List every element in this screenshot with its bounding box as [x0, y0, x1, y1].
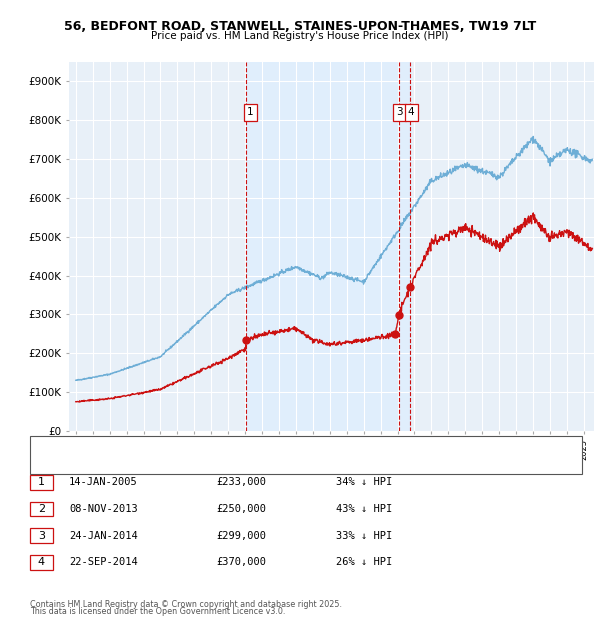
- Text: £370,000: £370,000: [216, 557, 266, 567]
- Text: ——: ——: [42, 458, 67, 471]
- Text: 34% ↓ HPI: 34% ↓ HPI: [336, 477, 392, 487]
- Text: 08-NOV-2013: 08-NOV-2013: [69, 504, 138, 514]
- Text: 1: 1: [247, 107, 254, 117]
- Text: 4: 4: [38, 557, 45, 567]
- Text: 1: 1: [38, 477, 45, 487]
- Text: 24-JAN-2014: 24-JAN-2014: [69, 531, 138, 541]
- Text: Contains HM Land Registry data © Crown copyright and database right 2025.: Contains HM Land Registry data © Crown c…: [30, 600, 342, 609]
- Text: 4: 4: [408, 107, 415, 117]
- Text: 3: 3: [396, 107, 403, 117]
- Text: 3: 3: [38, 531, 45, 541]
- Text: £250,000: £250,000: [216, 504, 266, 514]
- Text: 43% ↓ HPI: 43% ↓ HPI: [336, 504, 392, 514]
- Text: 2: 2: [38, 504, 45, 514]
- Text: 14-JAN-2005: 14-JAN-2005: [69, 477, 138, 487]
- Text: 56, BEDFONT ROAD, STANWELL, STAINES-UPON-THAMES, TW19 7LT: 56, BEDFONT ROAD, STANWELL, STAINES-UPON…: [64, 20, 536, 33]
- Text: 33% ↓ HPI: 33% ↓ HPI: [336, 531, 392, 541]
- Text: ——: ——: [42, 440, 67, 453]
- Text: £233,000: £233,000: [216, 477, 266, 487]
- Text: 22-SEP-2014: 22-SEP-2014: [69, 557, 138, 567]
- Text: £299,000: £299,000: [216, 531, 266, 541]
- Text: 26% ↓ HPI: 26% ↓ HPI: [336, 557, 392, 567]
- Text: 56, BEDFONT ROAD, STANWELL, STAINES-UPON-THAMES, TW19 7LT (detached house): 56, BEDFONT ROAD, STANWELL, STAINES-UPON…: [69, 442, 440, 451]
- Bar: [246, 62, 410, 431]
- Text: Price paid vs. HM Land Registry's House Price Index (HPI): Price paid vs. HM Land Registry's House …: [151, 31, 449, 41]
- Text: This data is licensed under the Open Government Licence v3.0.: This data is licensed under the Open Gov…: [30, 607, 286, 616]
- Text: HPI: Average price, detached house, Spelthorne: HPI: Average price, detached house, Spel…: [69, 460, 276, 469]
